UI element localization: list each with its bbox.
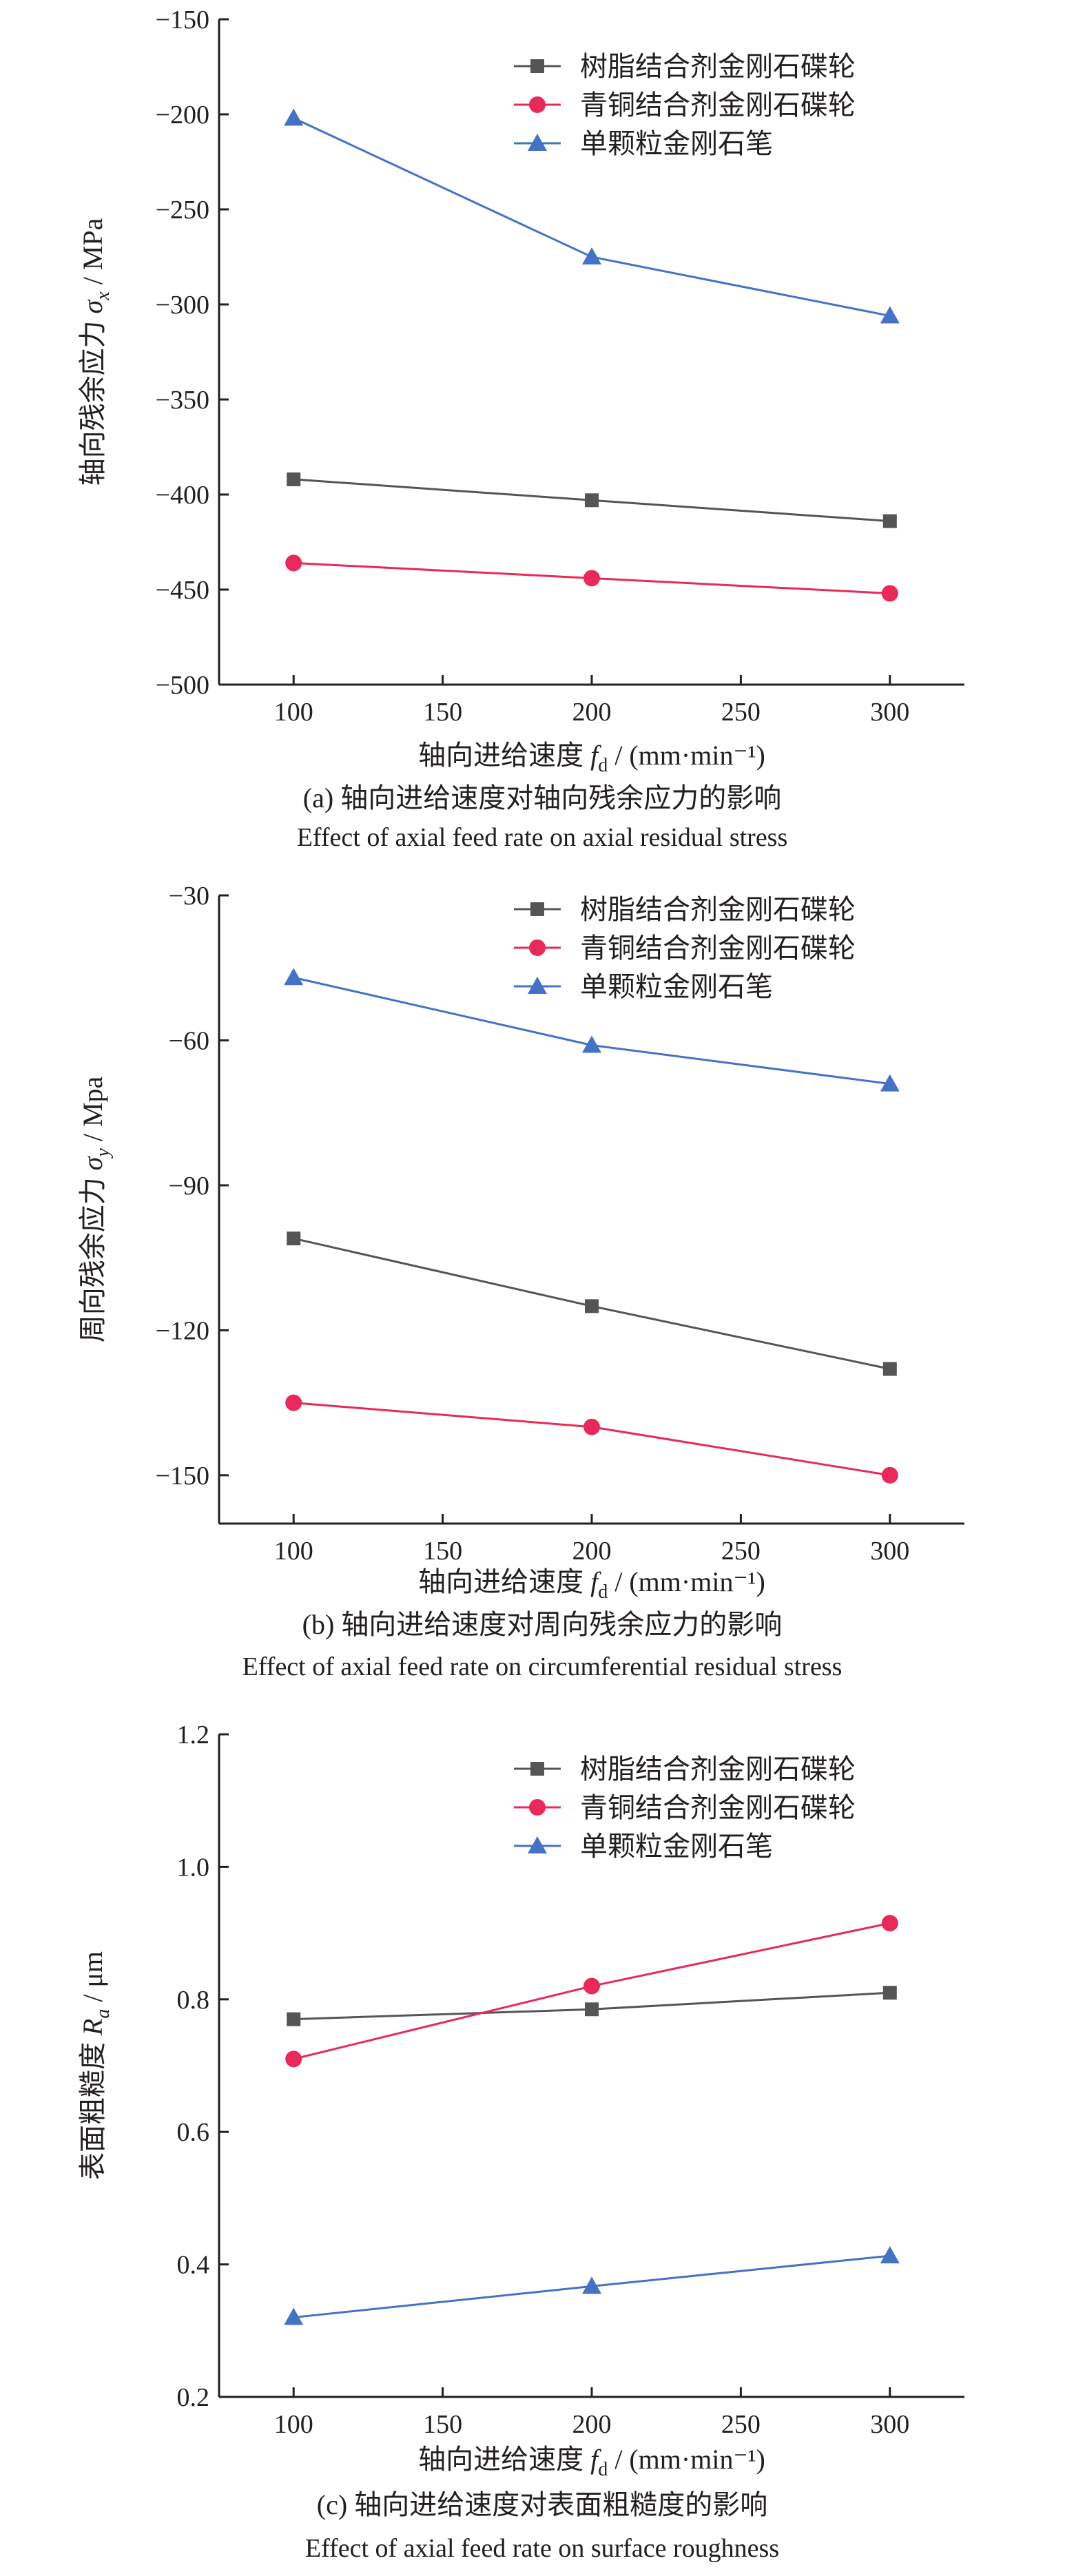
x-axis-label: 轴向进给速度 fd / (mm·min⁻¹) (418, 2444, 765, 2480)
y-axis-label: 表面粗糙度 Ra / μm (77, 1951, 114, 2180)
y-tick-label: −150 (156, 6, 209, 34)
x-tick-label: 250 (721, 2410, 761, 2439)
chart-b: −150 −120 −90 −60 −30 100 150 200 250 300 树脂结合剂金刚石… (77, 882, 964, 1681)
legend-marker (528, 977, 547, 994)
x-tick-label: 300 (870, 1537, 909, 1566)
data-point-resin (287, 1232, 301, 1246)
x-tick-label: 150 (423, 2410, 462, 2439)
x-tick-label: 150 (423, 1537, 462, 1566)
data-point-single (880, 2246, 900, 2264)
x-tick-label: 200 (572, 2410, 612, 2439)
data-point-bronze (881, 585, 898, 602)
x-tick-label: 250 (721, 698, 761, 727)
data-point-resin (882, 1986, 897, 2000)
data-point-resin (585, 2002, 599, 2017)
x-axis-label: 轴向进给速度 fd / (mm·min⁻¹) (418, 1566, 765, 1603)
data-point-resin (287, 2012, 301, 2026)
chart-c: 0.2 0.4 0.6 0.8 1.0 1.2 100 150 200 250 300 树脂结合剂金刚… (77, 1721, 964, 2563)
data-point-single (284, 108, 304, 126)
legend-marker (530, 1762, 544, 1776)
y-tick-label: −200 (156, 101, 209, 129)
x-axis-label: 轴向进给速度 fd / (mm·min⁻¹) (418, 740, 765, 776)
data-point-single (880, 306, 900, 324)
y-tick-label: −500 (156, 671, 209, 700)
y-tick-label: −90 (169, 1172, 209, 1201)
legend-label: 树脂结合剂金刚石碟轮 (580, 51, 856, 82)
legend-label: 单颗粒金刚石笔 (580, 1831, 773, 1862)
data-point-resin (882, 1362, 897, 1376)
data-point-single (582, 247, 601, 264)
y-tick-label: 0.8 (177, 1986, 210, 2015)
y-tick-label: 0.4 (177, 2251, 210, 2280)
data-point-bronze (583, 1418, 600, 1435)
y-tick-label: −450 (156, 576, 209, 605)
data-point-resin (585, 1299, 599, 1313)
y-tick-label: 1.0 (177, 1853, 210, 1882)
data-point-single (582, 1035, 601, 1053)
legend-marker (529, 939, 546, 956)
legend-marker (530, 902, 544, 916)
y-tick-label: −300 (156, 291, 209, 320)
legend-label: 青铜结合剂金刚石碟轮 (580, 933, 856, 964)
data-point-bronze (285, 554, 302, 572)
x-tick-label: 300 (870, 2410, 909, 2439)
y-tick-label: −400 (156, 481, 209, 510)
y-tick-label: −350 (156, 386, 209, 415)
x-tick-label: 250 (721, 1537, 761, 1566)
y-tick-label: −250 (156, 196, 209, 225)
legend-marker (528, 134, 547, 151)
y-tick-label: 0.2 (177, 2383, 210, 2412)
x-tick-label: 100 (274, 2410, 313, 2439)
caption-cn: (a) 轴向进给速度对轴向残余应力的影响 (303, 782, 781, 813)
data-point-single (582, 2276, 601, 2294)
y-tick-label: −30 (169, 882, 209, 911)
data-point-single (284, 968, 304, 986)
data-point-resin (585, 493, 599, 508)
data-point-resin (287, 472, 301, 486)
legend-marker (529, 96, 546, 113)
legend-marker (528, 1836, 547, 1853)
y-tick-label: 1.2 (177, 1721, 210, 1749)
legend-label: 青铜结合剂金刚石碟轮 (580, 90, 856, 121)
chart-a: −500 −450 −400 −350 −300 −250 −200 −150 100 150 20… (77, 6, 964, 852)
caption-en: Effect of axial feed rate on axial resid… (297, 823, 788, 852)
y-tick-label: −120 (156, 1316, 209, 1345)
x-tick-label: 100 (274, 698, 313, 727)
legend-label: 单颗粒金刚石笔 (580, 128, 773, 159)
legend-label: 单颗粒金刚石笔 (580, 971, 773, 1002)
data-point-bronze (285, 1394, 302, 1411)
y-tick-label: −150 (156, 1462, 209, 1490)
x-tick-label: 100 (274, 1537, 313, 1566)
data-point-bronze (583, 570, 600, 587)
legend-marker (530, 59, 544, 73)
y-axis-label: 轴向残余应力 σx / MPa (77, 218, 114, 486)
x-tick-label: 300 (870, 698, 909, 727)
data-point-bronze (285, 2050, 302, 2068)
y-tick-label: −60 (169, 1026, 209, 1055)
data-point-single (880, 1074, 900, 1092)
legend-label: 树脂结合剂金刚石碟轮 (580, 1754, 856, 1785)
legend-label: 青铜结合剂金刚石碟轮 (580, 1792, 856, 1823)
legend-marker (529, 1799, 546, 1816)
caption-en: Effect of axial feed rate on circumferen… (242, 1652, 843, 1681)
data-point-bronze (583, 1977, 600, 1995)
y-tick-label: 0.6 (177, 2118, 210, 2147)
data-point-single (284, 2307, 304, 2325)
caption-cn: (c) 轴向进给速度对表面粗糙度的影响 (317, 2489, 767, 2520)
caption-cn: (b) 轴向进给速度对周向残余应力的影响 (302, 1609, 783, 1640)
legend-label: 树脂结合剂金刚石碟轮 (580, 894, 856, 925)
x-tick-label: 150 (423, 698, 462, 727)
data-point-bronze (881, 1915, 898, 1932)
data-point-bronze (881, 1466, 898, 1484)
x-tick-label: 200 (572, 698, 612, 727)
x-tick-label: 200 (572, 1537, 612, 1566)
caption-en: Effect of axial feed rate on surface rou… (305, 2534, 779, 2563)
data-point-resin (882, 514, 897, 528)
y-axis-label: 周向残余应力 σy / Mpa (77, 1076, 114, 1342)
